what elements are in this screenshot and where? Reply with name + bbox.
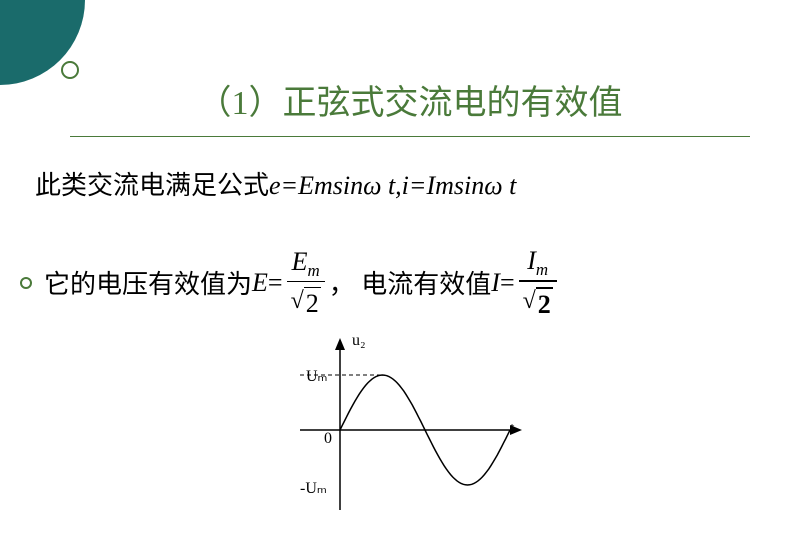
var-I: I [491,268,500,298]
line2-prefix: 它的电压有效值为 [44,264,252,301]
fraction-Em-sqrt2: Em √2 [287,246,325,320]
title-section: （1）正弦式交流电的有效值 [70,75,750,137]
line1-prefix: 此类交流电满足公式 [35,171,269,200]
body-line-1: 此类交流电满足公式e=Emsinω t,i=Imsinω t [35,165,516,202]
eq2: = [500,268,515,298]
frac1-num: Em [288,246,324,281]
line1-formula: e=Emsinω t,i=Imsinω t [269,171,516,200]
separator: ， 电流有效值 [329,264,492,301]
y-axis-label: u₂ [352,332,366,350]
title-underline [70,136,750,137]
x-axis-label: t [510,420,514,438]
y-tick-pos: Uₘ [306,366,328,386]
eq1: = [268,268,283,298]
frac1-den: √2 [287,282,325,319]
frac2-num: Im [523,245,552,280]
slide-title: （1）正弦式交流电的有效值 [70,75,750,132]
y-tick-neg: -Uₘ [300,478,327,498]
body-line-2: 它的电压有效值为 E = Em √2 ， 电流有效值 I = Im √2 [20,245,561,320]
sine-graph: u₂ t Uₘ -Uₘ 0 [270,330,530,530]
frac2-den: √2 [519,282,557,320]
var-E: E [252,268,268,298]
bullet-icon [20,277,32,289]
origin-label: 0 [324,430,332,448]
fraction-Im-sqrt2: Im √2 [519,245,557,320]
